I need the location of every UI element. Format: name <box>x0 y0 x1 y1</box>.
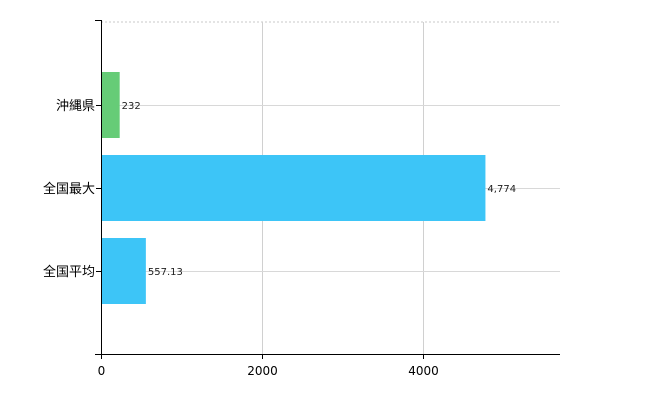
x-tick-label: 0 <box>98 364 106 378</box>
x-tick-label: 4000 <box>408 364 439 378</box>
data-label: 232 <box>122 101 141 112</box>
data-label: 4,774 <box>487 184 516 195</box>
bar <box>102 155 486 221</box>
data-label: 557.13 <box>148 267 183 278</box>
y-tick-label: 全国最大 <box>43 181 95 197</box>
x-tick-label: 2000 <box>247 364 278 378</box>
y-tick-label: 沖縄県 <box>56 99 95 114</box>
y-tick-label: 全国平均 <box>43 264 95 280</box>
bar <box>102 238 146 304</box>
bar <box>102 72 120 138</box>
